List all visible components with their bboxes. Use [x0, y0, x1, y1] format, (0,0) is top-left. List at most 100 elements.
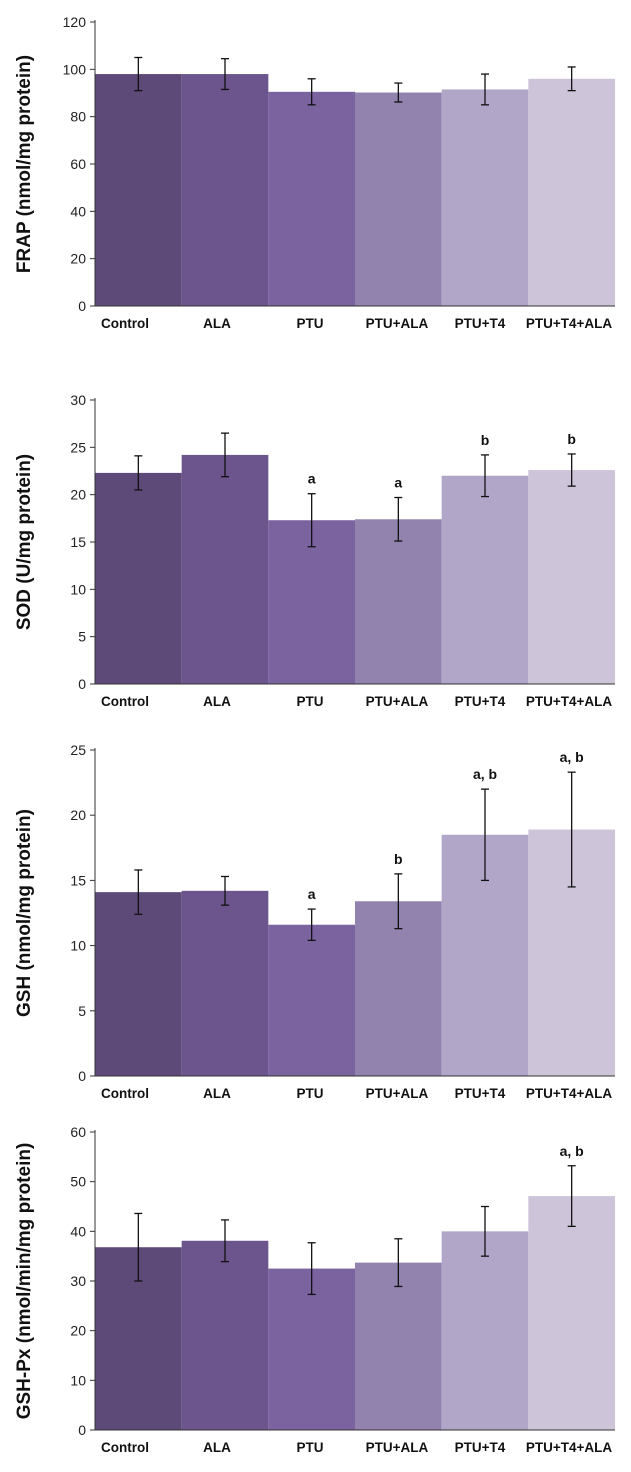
error-bar	[307, 908, 316, 942]
significance-label: a, b	[473, 766, 497, 782]
x-tick-label: Control	[101, 694, 149, 709]
error-bar	[567, 1165, 576, 1228]
error-bar	[567, 453, 576, 487]
y-tick-label: 20	[70, 807, 86, 823]
y-tick-label: 25	[70, 439, 86, 455]
x-tick-label: PTU+T4	[455, 1440, 506, 1455]
significance-label: b	[394, 851, 403, 867]
y-tick-label: 5	[78, 629, 86, 645]
y-tick-label: 15	[70, 534, 86, 550]
x-tick-label: PTU+ALA	[366, 1440, 429, 1455]
significance-label: a, b	[560, 749, 584, 765]
x-tick-label: PTU+ALA	[366, 1086, 429, 1100]
error-bar	[394, 873, 403, 930]
error-bar	[221, 432, 229, 478]
significance-label: b	[481, 432, 490, 448]
bar-ptu	[268, 1268, 355, 1430]
x-tick-label: PTU+T4+ALA	[526, 1086, 613, 1100]
y-tick-label: 30	[70, 392, 86, 408]
y-axis-title: FRAP (nmol/mg protein)	[14, 55, 35, 273]
y-tick-label: 5	[78, 1003, 86, 1019]
chart-panel-4: 0 10 20 30 40 50 60 a, b Control ALA PTU PTU+ALA PTU…	[14, 1124, 615, 1455]
bar-ptu-t4	[441, 1231, 529, 1430]
y-tick-label: 100	[63, 61, 87, 77]
bar-ptu-t4-ala	[528, 1196, 615, 1430]
y-tick-label: 50	[70, 1174, 86, 1190]
bar-ptu-t4	[441, 475, 529, 684]
y-tick-label: 30	[70, 1273, 86, 1289]
x-tick-label: PTU+T4	[455, 1086, 506, 1100]
error-bar	[567, 66, 576, 92]
x-tick-label: Control	[101, 1086, 149, 1100]
x-tick-label: PTU+T4+ALA	[526, 694, 613, 709]
significance-label: a, b	[560, 1143, 584, 1159]
error-bar	[307, 78, 316, 106]
bar-ptu	[268, 520, 355, 684]
bar-ptu-ala	[355, 1262, 442, 1430]
bar-ptu-ala	[355, 519, 442, 684]
bar-ptu	[268, 924, 355, 1076]
y-tick-label: 60	[70, 156, 86, 172]
y-tick-label: 20	[70, 487, 86, 503]
x-tick-label: ALA	[203, 694, 231, 709]
y-tick-label: 20	[70, 1323, 86, 1339]
y-tick-label: 40	[70, 203, 86, 219]
y-tick-label: 15	[70, 872, 86, 888]
x-tick-label: PTU+ALA	[366, 694, 429, 709]
y-tick-label: 10	[70, 581, 86, 597]
x-tick-label: Control	[101, 316, 149, 331]
error-bar	[307, 493, 316, 548]
y-tick-label: 0	[78, 298, 86, 314]
x-tick-label: ALA	[203, 1086, 231, 1100]
chart-panel-2: 0 5 10 15 20 25 30 a a b b Control ALA PTU PTU+ALA PTU+…	[14, 392, 615, 709]
significance-label: a	[308, 471, 316, 487]
significance-label: a	[308, 886, 316, 902]
error-bar	[481, 788, 489, 882]
x-tick-label: ALA	[203, 316, 231, 331]
error-bar	[134, 56, 143, 92]
bar-ptu-t4	[441, 89, 529, 306]
error-bar	[481, 454, 489, 498]
error-bar	[134, 1212, 143, 1282]
x-tick-label: PTU	[297, 694, 324, 709]
y-tick-label: 40	[70, 1223, 86, 1239]
error-bar	[307, 1242, 316, 1296]
x-tick-label: PTU+T4	[455, 694, 506, 709]
bar-ptu-t4-ala	[528, 78, 615, 306]
y-axis-title: GSH (nmol/mg protein)	[14, 809, 35, 1017]
x-tick-label: PTU	[297, 1086, 324, 1100]
x-tick-label: Control	[101, 1440, 149, 1455]
error-bar	[394, 82, 403, 103]
bar-control	[95, 892, 182, 1076]
chart-panel-1: 0 20 40 60 80 100 120 Control ALA PTU PTU+ALA PTU+T…	[14, 14, 615, 331]
significance-label: a	[394, 475, 402, 491]
bar-control	[95, 472, 182, 684]
error-bar	[134, 869, 143, 915]
y-tick-label: 0	[78, 1068, 86, 1084]
x-tick-label: PTU	[297, 316, 324, 331]
bar-ala	[181, 454, 269, 684]
x-tick-label: PTU	[297, 1440, 324, 1455]
y-tick-label: 10	[70, 1372, 86, 1388]
y-tick-label: 0	[78, 1422, 86, 1438]
x-tick-label: PTU+T4+ALA	[526, 1440, 613, 1455]
bar-ptu-t4-ala	[528, 470, 615, 684]
bar-ala	[181, 74, 269, 306]
y-tick-label: 0	[78, 676, 86, 692]
bar-ptu-ala	[355, 901, 442, 1076]
y-tick-label: 80	[70, 109, 86, 125]
y-axis-title: GSH-Px (nmol/min/mg protein)	[14, 1143, 35, 1420]
y-tick-label: 25	[70, 742, 86, 758]
error-bar	[481, 1205, 489, 1257]
x-tick-label: PTU+T4+ALA	[526, 316, 613, 331]
y-tick-label: 120	[63, 14, 87, 30]
error-bar	[221, 58, 229, 91]
y-axis-title: SOD (U/mg protein)	[14, 454, 35, 630]
chart-panel-3: 0 5 10 15 20 25 a b a, b a, b Control ALA PTU PTU+ALA…	[14, 742, 615, 1100]
significance-label: b	[567, 431, 576, 447]
error-bar	[134, 455, 143, 491]
bar-ala	[181, 1240, 269, 1430]
bar-ptu-ala	[355, 92, 442, 306]
error-bar	[394, 496, 403, 542]
